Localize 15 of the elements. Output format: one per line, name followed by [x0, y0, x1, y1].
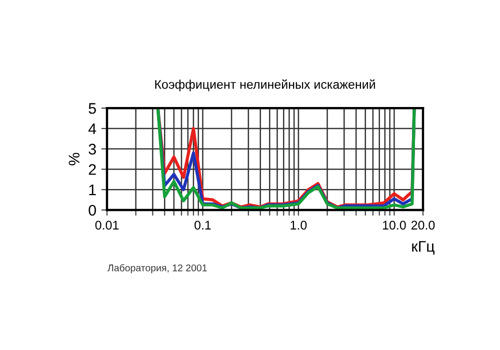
y-tick-label: 0 — [88, 204, 96, 216]
x-tick-label: 0.1 — [194, 220, 211, 230]
text: Лаборатория, 12 2001 — [108, 264, 207, 274]
x-tick-label: 20.0 — [411, 220, 435, 230]
y-axis-title: % — [68, 152, 80, 166]
y-tick-label: 4 — [88, 124, 96, 134]
x-tick-label: 10.0 — [382, 220, 406, 230]
y-tick-label: 2 — [88, 164, 96, 175]
x-axis-title: кГц — [412, 241, 435, 255]
y-tick-label: 1 — [89, 184, 96, 196]
y-tick-label: 3 — [88, 144, 96, 155]
x-tick-label: 0.01 — [95, 220, 119, 230]
chart-title: Коэффициент нелинейных искажений — [155, 79, 375, 92]
y-tick-label: 5 — [88, 103, 96, 114]
x-tick-label: 1.0 — [290, 220, 307, 230]
